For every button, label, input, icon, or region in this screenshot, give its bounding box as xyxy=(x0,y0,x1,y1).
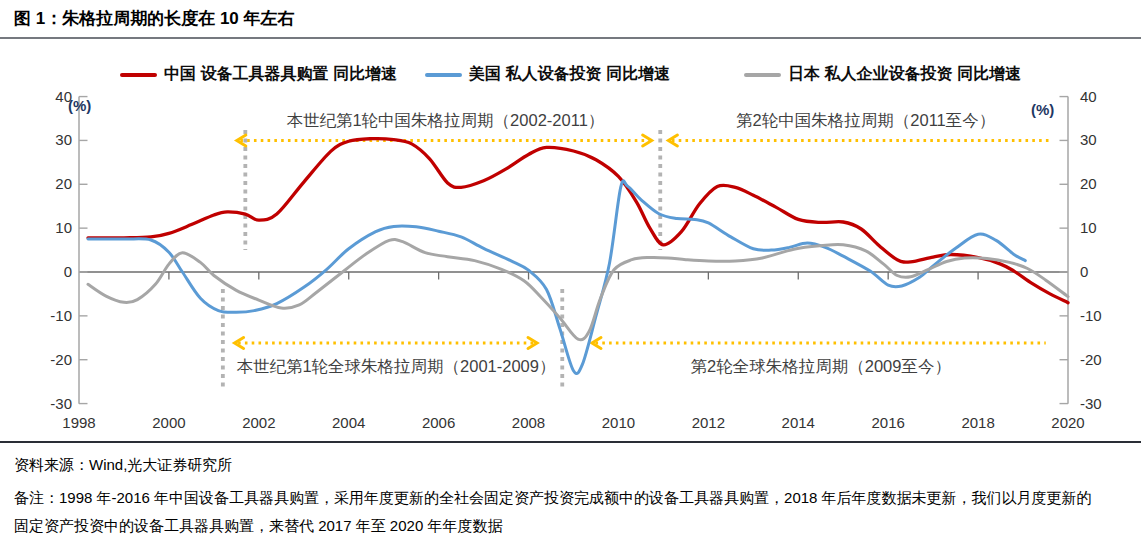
x-axis-label: 2002 xyxy=(236,414,282,431)
series-line-usa xyxy=(88,181,1025,374)
y-axis-label-right: 20 xyxy=(1080,175,1097,193)
note-line-1: 备注：1998 年-2016 年中国设备工具器具购置，采用年度更新的全社会固定资… xyxy=(14,489,1092,508)
x-axis-label: 2000 xyxy=(146,414,192,431)
y-axis-label-left: 20 xyxy=(0,175,72,193)
x-axis-label: 2012 xyxy=(685,414,731,431)
y-axis-label-right: -10 xyxy=(1080,307,1102,325)
y-axis-label-right: 40 xyxy=(1080,88,1097,106)
footer-separator xyxy=(0,441,1141,443)
x-axis-label: 1998 xyxy=(56,414,102,431)
x-axis-label: 2014 xyxy=(775,414,821,431)
x-axis-label: 2010 xyxy=(595,414,641,431)
y-axis-label-right: 0 xyxy=(1080,263,1088,281)
y-axis-label-right: -20 xyxy=(1080,351,1102,369)
x-axis-label: 2020 xyxy=(1045,414,1091,431)
cycle-annotation: 第2轮中国朱格拉周期（2011至今） xyxy=(736,110,995,132)
y-axis-label-left: 10 xyxy=(0,219,72,237)
unit-label-left: (%) xyxy=(68,97,91,114)
cycle-annotation: 本世纪第1轮中国朱格拉周期（2002-2011） xyxy=(286,110,604,132)
source-text: 资料来源：Wind,光大证券研究所 xyxy=(14,456,232,475)
y-axis-label-left: 0 xyxy=(0,263,72,281)
x-axis-label: 2018 xyxy=(955,414,1001,431)
y-axis-label-left: -20 xyxy=(0,351,72,369)
y-axis-label-left: -10 xyxy=(0,307,72,325)
series-line-japan xyxy=(88,239,1068,339)
x-axis-label: 2006 xyxy=(416,414,462,431)
cycle-annotation: 第2轮全球朱格拉周期（2009至今） xyxy=(691,356,951,378)
y-axis-label-right: 10 xyxy=(1080,219,1097,237)
note-line-2: 固定资产投资中的设备工具器具购置，来替代 2017 年至 2020 年年度数据 xyxy=(14,517,502,536)
figure-page: 图 1：朱格拉周期的长度在 10 年左右 中国 设备工具器具购置 同比增速美国 … xyxy=(0,0,1141,540)
y-axis-label-right: -30 xyxy=(1080,395,1102,413)
unit-label-right: (%) xyxy=(1031,101,1054,118)
y-axis-label-right: 30 xyxy=(1080,131,1097,149)
x-axis-label: 2016 xyxy=(865,414,911,431)
x-axis-label: 2008 xyxy=(506,414,552,431)
x-axis-label: 2004 xyxy=(326,414,372,431)
cycle-annotation: 本世纪第1轮全球朱格拉周期（2001-2009） xyxy=(236,356,555,378)
y-axis-label-left: 40 xyxy=(0,88,72,106)
y-axis-label-left: -30 xyxy=(0,395,72,413)
y-axis-label-left: 30 xyxy=(0,131,72,149)
